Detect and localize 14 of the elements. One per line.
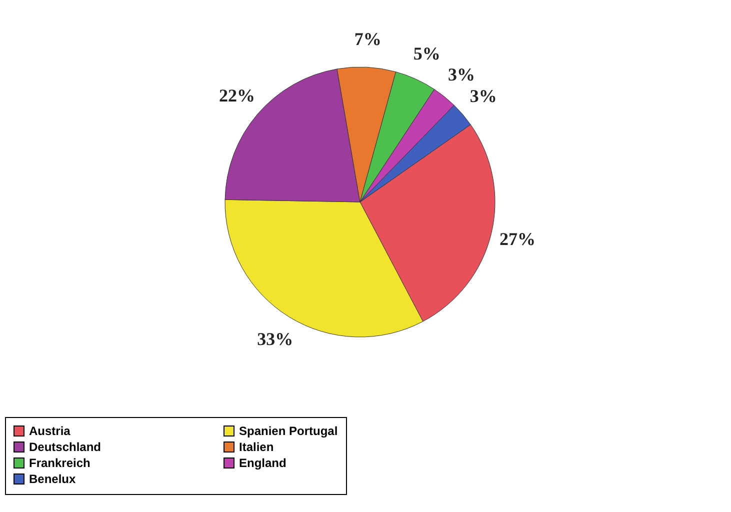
data-label: 27% [499, 229, 536, 250]
data-label: 22% [219, 86, 255, 106]
legend-label: Benelux [29, 472, 76, 486]
legend-label: England [239, 456, 286, 470]
legend-label: Frankreich [29, 456, 90, 470]
data-label: 3% [448, 64, 476, 85]
legend-label: Deutschland [29, 440, 102, 454]
legend-label: Austria [29, 424, 71, 438]
data-label: 5% [413, 43, 440, 64]
data-label: 33% [257, 328, 294, 349]
data-label: 7% [354, 29, 382, 50]
legend-label: Spanien Portugal [239, 424, 338, 438]
data-label: 3% [470, 86, 497, 106]
legend-label: Italien [239, 440, 274, 454]
